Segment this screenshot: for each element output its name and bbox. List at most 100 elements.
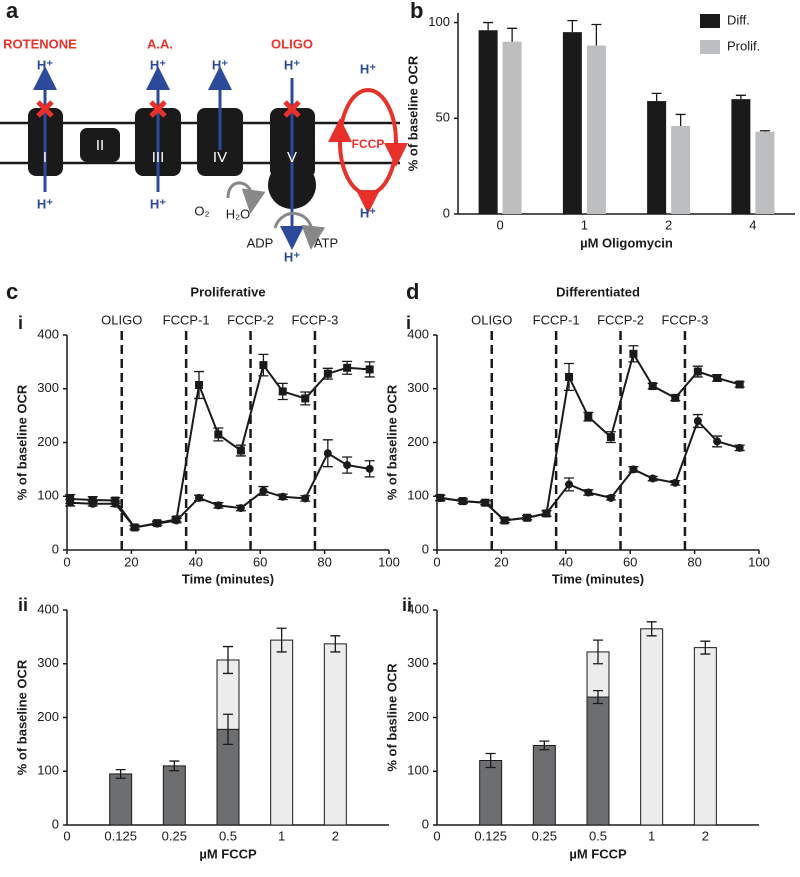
x-tick-label: 40 (559, 554, 573, 569)
x-tick-label: 0 (63, 554, 70, 569)
marker (172, 516, 181, 525)
x-tick-label: 20 (494, 554, 508, 569)
bar (109, 773, 133, 826)
series (586, 621, 717, 826)
x-tick-label: 0 (63, 828, 70, 843)
y-tick-label: 300 (37, 655, 59, 670)
x-tick-label: 100 (748, 554, 770, 569)
panel-label: i (406, 313, 411, 333)
marker (713, 374, 722, 382)
x-tick-label: 0 (433, 828, 440, 843)
y-tick-label: 200 (37, 434, 59, 449)
chart-title: Proliferative (190, 284, 265, 299)
panel-label: b (410, 0, 423, 23)
inhibitor-marks (36, 100, 301, 118)
x-axis-label: µM FCCP (569, 846, 627, 861)
proton: H⁺ (360, 61, 376, 76)
marker (214, 430, 223, 439)
error-bar (591, 23, 602, 46)
x-tick-label: 60 (253, 554, 267, 569)
x-tick-label: 40 (189, 554, 203, 569)
panel-label: i (18, 313, 23, 333)
error-bar (651, 92, 662, 102)
bar (640, 628, 664, 826)
x-tick-label: 80 (317, 554, 331, 569)
proton: H⁺ (150, 196, 166, 211)
bar (478, 30, 498, 214)
marker (606, 493, 615, 502)
x-tick-label: 1 (648, 828, 655, 843)
bar (671, 125, 691, 214)
marker (542, 509, 551, 518)
bar (532, 744, 556, 826)
bar (270, 639, 294, 826)
marker (584, 412, 593, 421)
marker (693, 367, 702, 376)
marker (343, 461, 352, 470)
complex-label: V (287, 149, 297, 166)
x-tick-label: 80 (687, 554, 701, 569)
marker (153, 519, 162, 528)
marker (671, 393, 680, 402)
marker (565, 480, 574, 489)
x-tick-label: 60 (623, 554, 637, 569)
bar (586, 696, 610, 826)
y-tick-label: 50 (436, 110, 450, 125)
y-tick-label: 0 (52, 816, 59, 831)
marker (236, 446, 245, 455)
inhibitor: A.A. (147, 36, 173, 51)
x-tick-label: 2 (702, 828, 709, 843)
error-bar (593, 689, 603, 705)
marker (301, 394, 310, 403)
marker (365, 464, 374, 473)
marker (693, 417, 702, 425)
series (502, 23, 775, 214)
marker (130, 523, 139, 532)
error-bar (735, 94, 746, 100)
uncoupler: FCCP (352, 137, 385, 151)
complex-label: I (43, 149, 47, 166)
line (70, 451, 370, 529)
x-axis-label: µM Oligomycin (580, 235, 673, 250)
marker (606, 433, 615, 442)
marker (323, 369, 332, 378)
proton: H⁺ (37, 196, 53, 211)
panel-label: c (6, 279, 18, 304)
marker (584, 488, 593, 497)
series (479, 689, 610, 826)
marker (195, 380, 204, 389)
complex-label: II (96, 137, 104, 154)
x-tick-label: 20 (124, 554, 138, 569)
x-tick-label: 0.125 (104, 828, 137, 843)
series (435, 345, 745, 525)
error-bar (483, 21, 494, 31)
y-tick-label: 100 (407, 488, 429, 503)
bar (693, 647, 717, 826)
marker (629, 349, 638, 358)
inhibitor: ROTENONE (3, 36, 77, 51)
series (478, 20, 751, 215)
x-axis-label: Time (minutes) (552, 571, 644, 586)
y-axis-label: % of baseline OCR (14, 384, 29, 500)
y-axis-label: % of baseline OCR (14, 659, 29, 775)
bar (562, 32, 582, 215)
event-label: OLIGO (101, 312, 142, 327)
marker (214, 501, 223, 510)
complex (80, 128, 120, 162)
x-tick-label: 0 (433, 554, 440, 569)
marker (523, 513, 532, 522)
series (435, 413, 745, 525)
error-bar (330, 635, 341, 653)
bar (502, 41, 522, 214)
bar (755, 131, 775, 214)
marker (195, 493, 204, 502)
x-tick-label: 1 (278, 828, 285, 843)
marker (458, 497, 467, 506)
y-tick-label: 300 (407, 380, 429, 395)
x-tick-label: 2 (332, 828, 339, 843)
y-tick-label: 100 (407, 763, 429, 778)
y-tick-label: 100 (37, 488, 59, 503)
substrate: H₂O (226, 206, 251, 221)
series (109, 713, 240, 826)
